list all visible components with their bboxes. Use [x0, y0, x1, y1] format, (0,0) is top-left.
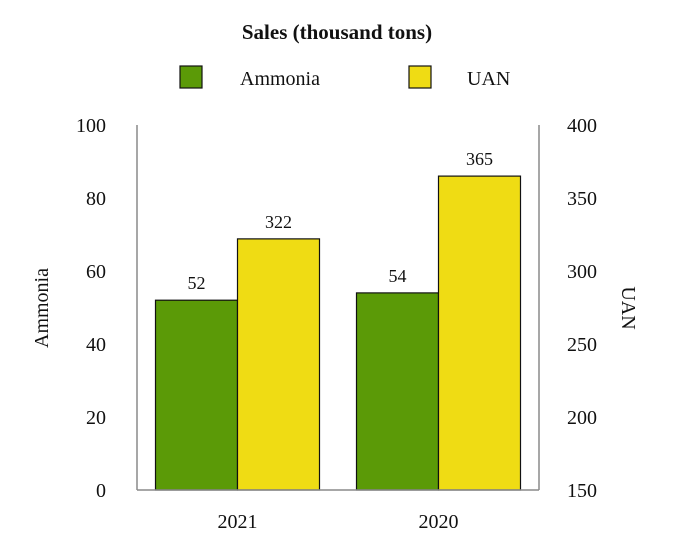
legend: Ammonia UAN [179, 65, 510, 90]
x-tick-label: 2020 [419, 511, 459, 533]
y-axis-ticks: 0 20 40 60 80 100 [76, 115, 106, 502]
y2-tick-label: 250 [567, 334, 597, 356]
y-tick-label: 0 [96, 480, 106, 502]
y-tick-label: 100 [76, 115, 106, 137]
y-tick-label: 80 [86, 188, 106, 210]
y2-tick-label: 400 [567, 115, 597, 137]
legend-swatch-uan [408, 65, 432, 89]
data-label-ammonia-2020: 54 [389, 266, 407, 286]
x-axis-ticks: 2021 2020 [218, 511, 459, 533]
y2-axis-ticks: 150 200 250 300 350 400 [567, 115, 597, 502]
y2-tick-label: 300 [567, 261, 597, 283]
y2-tick-label: 150 [567, 480, 597, 502]
bar-ammonia-2020 [355, 292, 440, 491]
y-tick-label: 40 [86, 334, 106, 356]
y-tick-label: 60 [86, 261, 106, 283]
bar-uan-2021 [236, 238, 321, 491]
y2-tick-label: 200 [567, 407, 597, 429]
y-tick-label: 20 [86, 407, 106, 429]
chart-title: Sales (thousand tons) [242, 20, 432, 44]
data-label-ammonia-2021: 52 [188, 273, 206, 293]
bar-uan-2020 [437, 175, 522, 491]
data-label-uan-2020: 365 [466, 149, 493, 169]
legend-label-uan: UAN [467, 68, 510, 90]
legend-swatch-ammonia [179, 65, 203, 89]
y2-axis-label: UAN [617, 286, 639, 329]
bars [154, 175, 522, 491]
y-axis-label: Ammonia [31, 268, 53, 348]
bar-ammonia-2021 [154, 299, 239, 491]
y2-tick-label: 350 [567, 188, 597, 210]
data-labels: 52 322 54 365 [188, 149, 494, 293]
data-label-uan-2021: 322 [265, 212, 292, 232]
x-tick-label: 2021 [218, 511, 258, 533]
legend-label-ammonia: Ammonia [240, 68, 320, 90]
